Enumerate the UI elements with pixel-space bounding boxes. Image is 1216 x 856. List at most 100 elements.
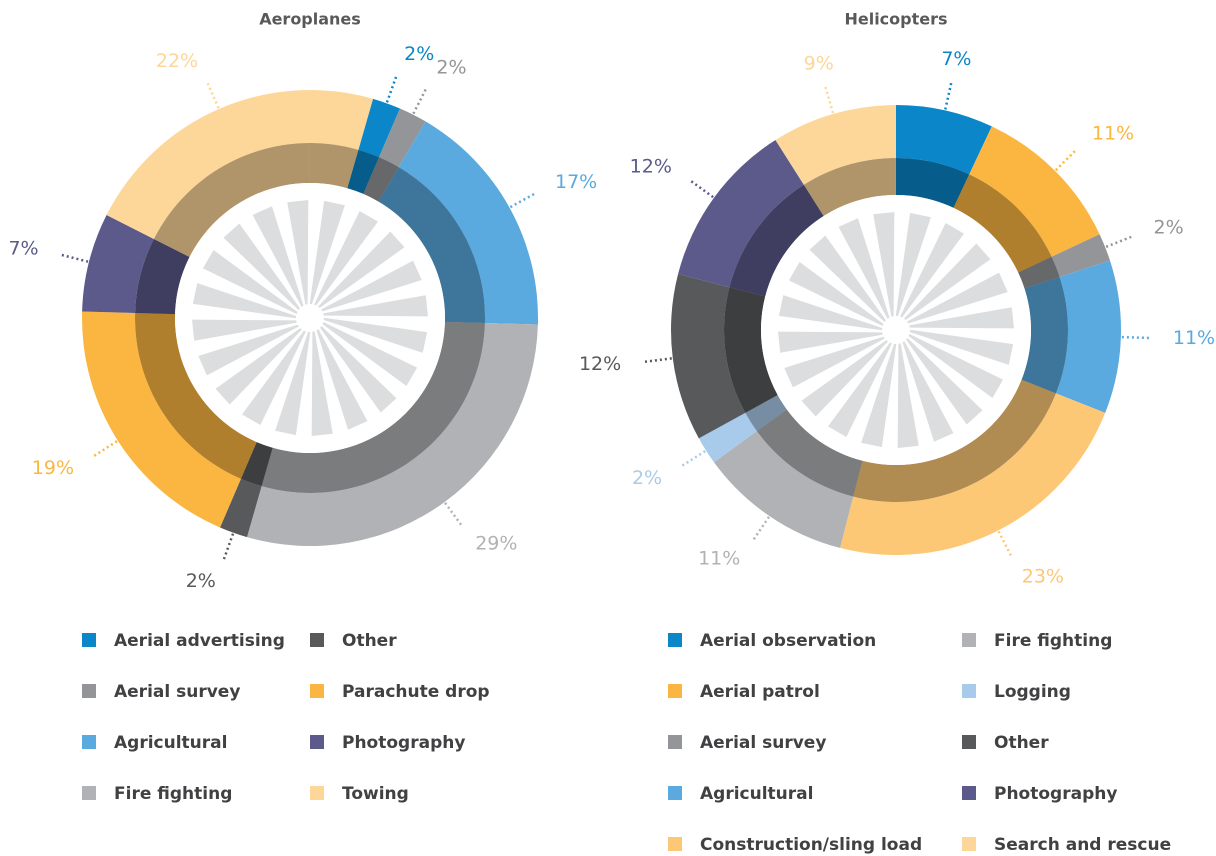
legend-swatch (82, 684, 96, 698)
turbine-blade (309, 200, 345, 305)
donut-segment (670, 274, 746, 439)
leader-line (1051, 148, 1078, 175)
donut-inner-segment (135, 312, 257, 479)
turbine-blade (275, 331, 311, 436)
leader-line (942, 80, 953, 115)
turbine-blade (314, 210, 379, 306)
leader-line (751, 512, 773, 542)
turbine-blade (873, 212, 895, 317)
legend-swatch (310, 786, 324, 800)
leader-line (205, 81, 222, 114)
legend-label: Other (342, 631, 397, 651)
donut-inner-segment (803, 158, 896, 217)
donut-segment (358, 98, 400, 158)
data-label: 11% (1173, 327, 1215, 349)
leader-line (680, 447, 711, 468)
donut-segment (220, 478, 262, 538)
donut-inner-segment (1018, 256, 1060, 289)
data-label: 7% (8, 238, 38, 260)
legend-swatch (310, 633, 324, 647)
donut-inner-segment (724, 287, 778, 413)
turbine-blade (287, 200, 309, 305)
donut-segment (246, 323, 538, 547)
turbine-blade (788, 261, 884, 326)
donut-segment (81, 311, 241, 528)
legend-swatch (668, 735, 682, 749)
turbine-blade (323, 295, 428, 317)
legend-swatch (962, 786, 976, 800)
data-label: 12% (579, 353, 621, 375)
donut-inner-segment (745, 395, 787, 432)
donut-segment (698, 412, 757, 463)
turbine-blade (827, 342, 892, 438)
leader-line (91, 437, 122, 458)
legend-label: Aerial observation (700, 631, 876, 651)
donut-segment (1055, 260, 1121, 413)
turbine-blade (784, 336, 885, 388)
data-label: 2% (632, 467, 662, 489)
donut-inner-segment (153, 143, 359, 258)
turbine-blade (316, 329, 368, 430)
turbine-blade (778, 295, 883, 331)
legend-label: Photography (994, 784, 1117, 804)
data-label: 2% (404, 43, 434, 65)
turbine-blade (902, 341, 954, 442)
turbine-blade (801, 340, 888, 417)
data-label: 29% (475, 533, 517, 555)
legend-swatch (668, 684, 682, 698)
legend-label: Photography (342, 733, 465, 753)
turbine-blade (192, 319, 297, 341)
donut-inner-segment (1021, 276, 1068, 394)
legend-label: Towing (342, 784, 409, 804)
donut-segment (713, 431, 854, 548)
legend-label: Search and rescue (994, 835, 1171, 855)
turbine-blade (192, 283, 297, 319)
data-label: 2% (1154, 217, 1184, 239)
leader-line (505, 191, 537, 211)
donut-inner-segment (363, 157, 399, 202)
legend-swatch (668, 786, 682, 800)
leader-line (642, 356, 677, 364)
data-label: 19% (32, 457, 74, 479)
donut-segment (969, 126, 1100, 257)
legend-swatch (82, 786, 96, 800)
data-label: 2% (186, 570, 216, 592)
legend-label: Aerial survey (700, 733, 826, 753)
donut-segment (398, 121, 539, 325)
hub (761, 195, 1031, 465)
turbine-blade (895, 212, 931, 317)
leader-line (688, 179, 718, 202)
data-label: 11% (698, 548, 740, 570)
turbine-blade (909, 307, 1014, 329)
turbine-blade (321, 260, 422, 312)
donut-inner-segment (261, 321, 485, 493)
donut-segment (896, 105, 992, 175)
turbine-blade (909, 329, 1014, 365)
turbine-blade (323, 317, 428, 353)
turbine-blade (908, 334, 1004, 399)
legend-label: Parachute drop (342, 682, 490, 702)
legend-swatch (962, 684, 976, 698)
turbine-blade (809, 235, 886, 322)
donut-inner-segment (896, 158, 970, 208)
turbine-blade (907, 272, 1008, 324)
leader-line (1116, 335, 1151, 340)
leader-line (384, 74, 398, 108)
turbine-blade (241, 330, 306, 426)
donut-segment (840, 393, 1106, 555)
turbine-blade (838, 218, 890, 319)
legend-swatch (962, 735, 976, 749)
legend-label: Aerial advertising (114, 631, 285, 651)
turbine-blade (223, 223, 300, 310)
turbine-blade (906, 338, 983, 425)
donut-inner-segment (729, 184, 824, 297)
donut-inner-segment (347, 149, 380, 194)
donut-inner-segment (135, 238, 190, 315)
legend-label: Logging (994, 682, 1071, 702)
legend-label: Fire fighting (114, 784, 232, 804)
legend-label: Construction/sling load (700, 835, 922, 855)
legend-swatch (668, 633, 682, 647)
legend-swatch (82, 633, 96, 647)
data-label: 22% (156, 50, 198, 72)
